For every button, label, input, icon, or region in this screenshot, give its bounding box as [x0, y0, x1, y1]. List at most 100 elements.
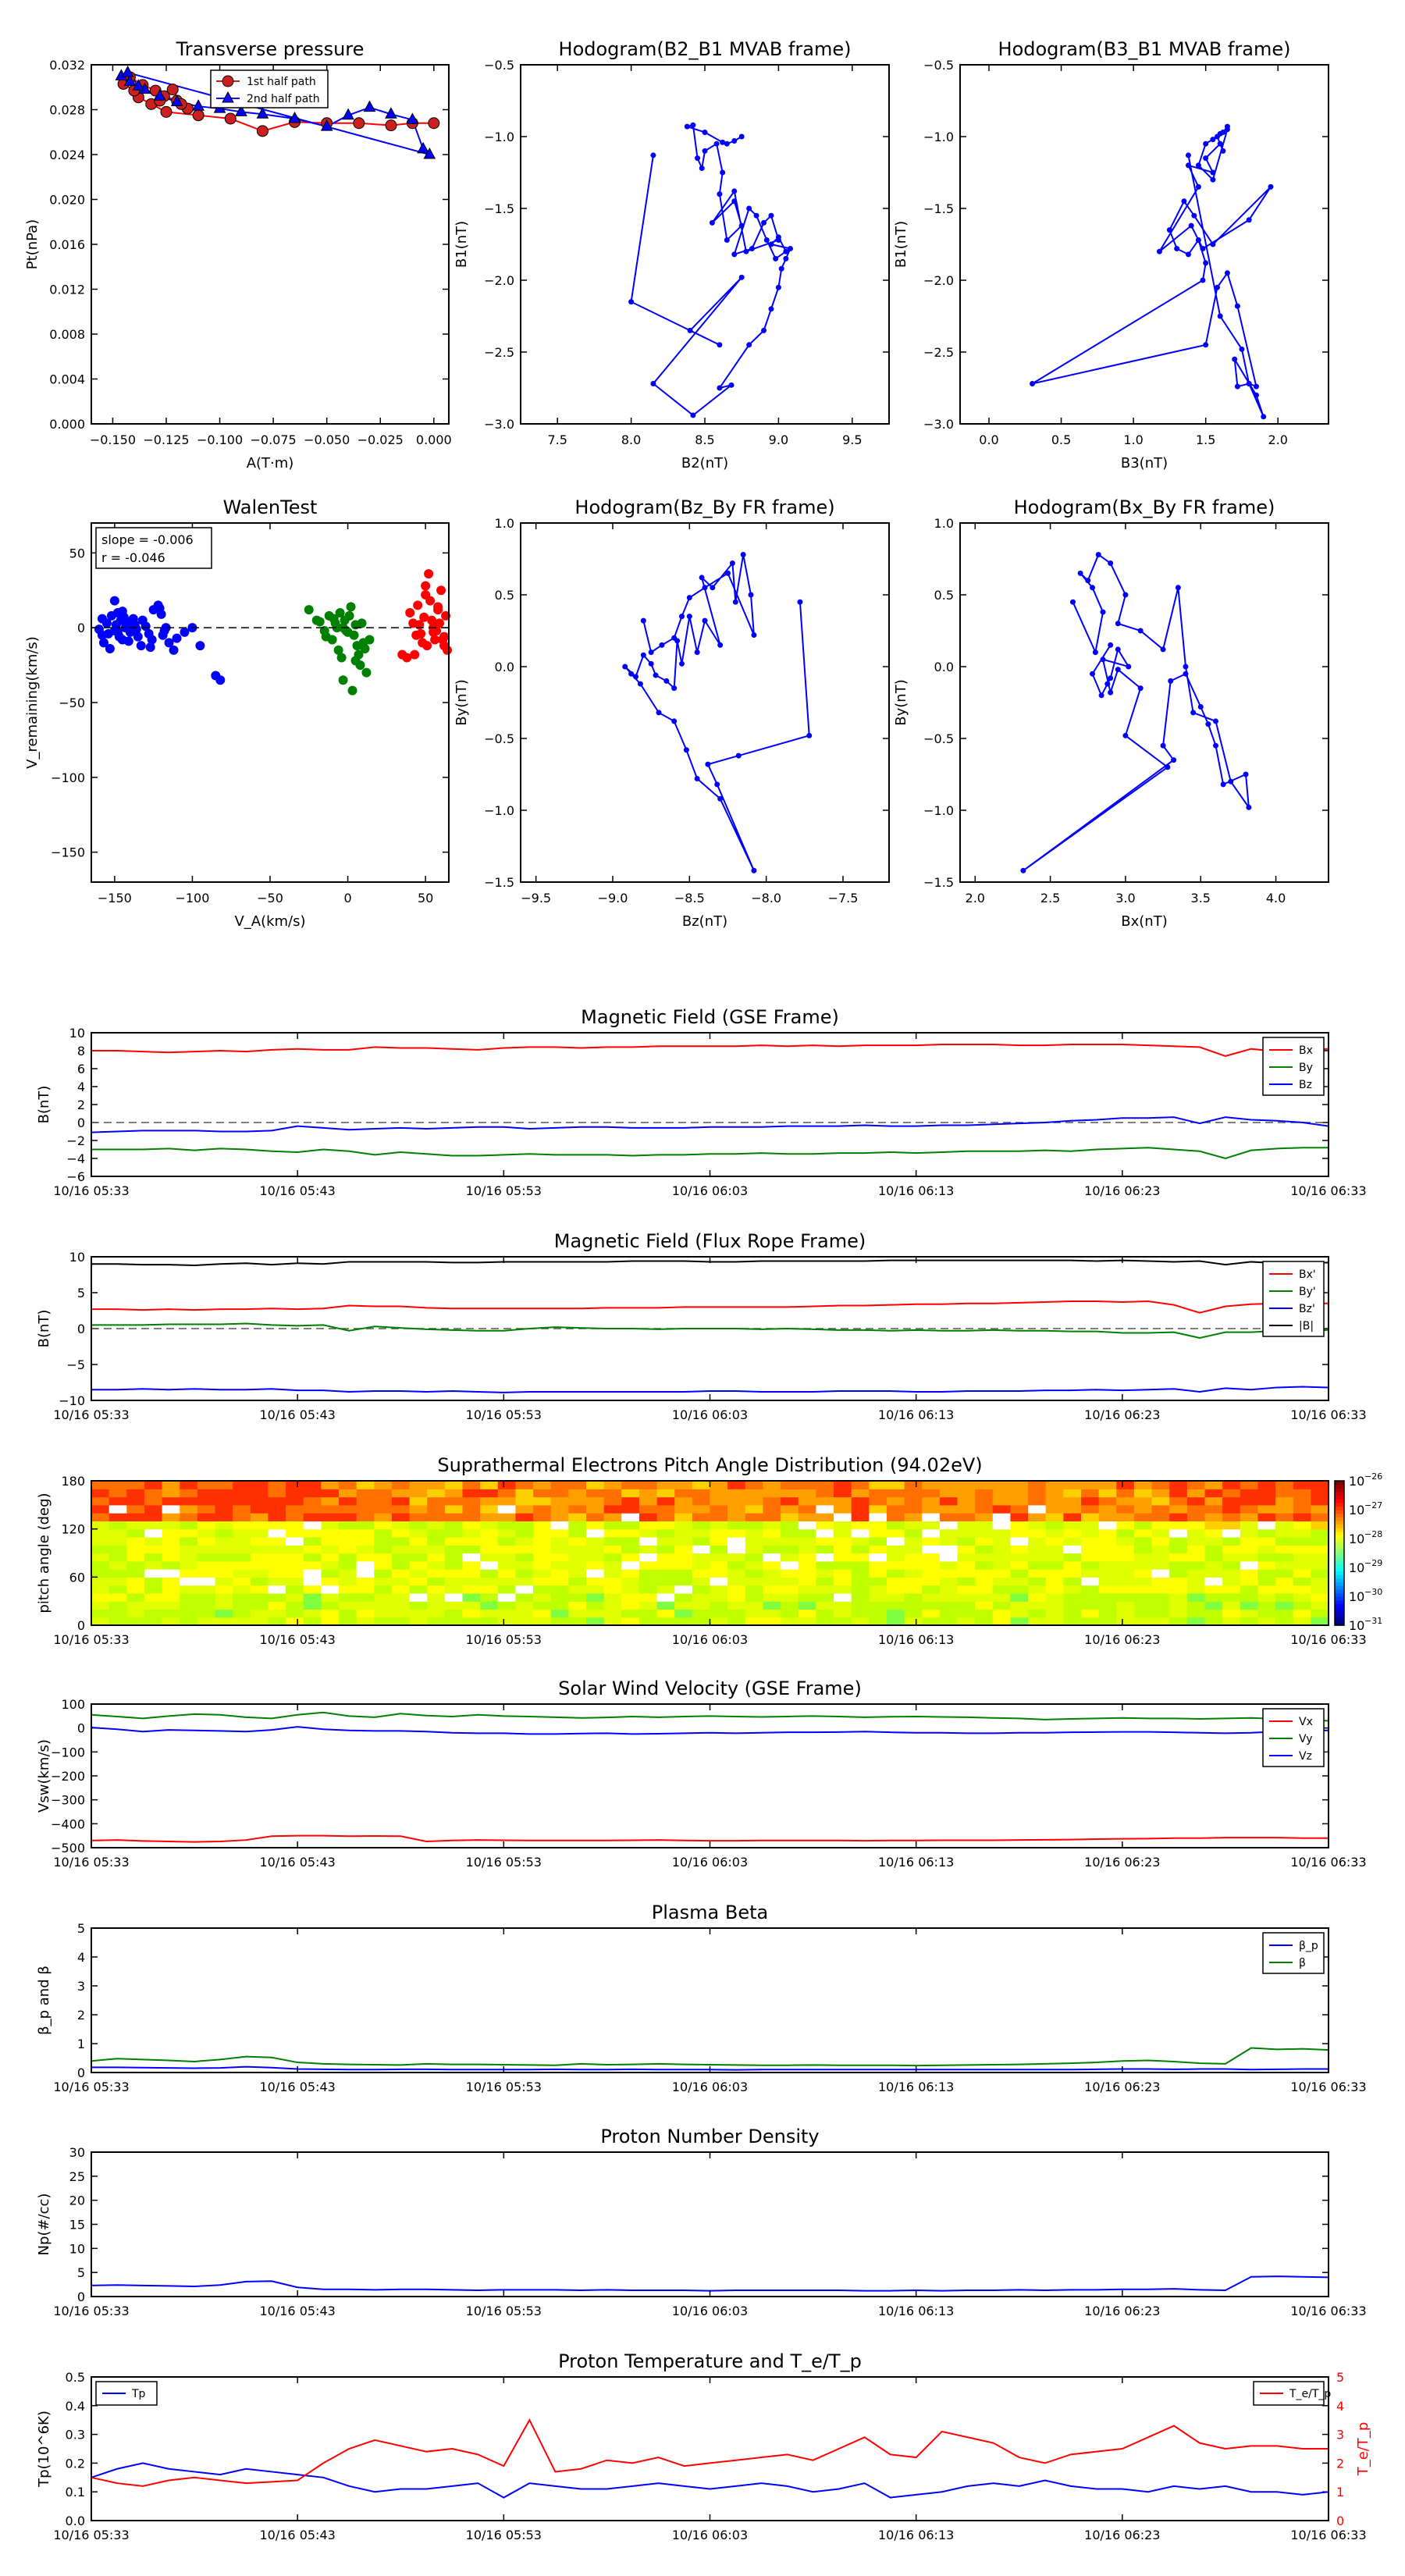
heatmap-cell: [374, 1601, 393, 1610]
data-point: [761, 219, 767, 226]
heatmap-cell: [922, 1577, 941, 1586]
heatmap-cell: [1204, 1560, 1223, 1570]
heatmap-cell: [869, 1601, 887, 1610]
heatmap-cell: [108, 1569, 127, 1578]
heatmap-cell: [1257, 1521, 1276, 1530]
heatmap-cell: [939, 1545, 959, 1554]
heatmap-cell: [1222, 1496, 1241, 1506]
data-point: [1137, 628, 1144, 634]
heatmap-cell: [409, 1528, 428, 1538]
heatmap-cell: [1063, 1528, 1082, 1538]
heatmap-cell: [374, 1528, 393, 1538]
data-point: [402, 653, 412, 663]
heatmap-cell: [409, 1601, 428, 1610]
heatmap-cell: [533, 1536, 552, 1546]
data-point: [650, 380, 656, 386]
heatmap-cell: [1169, 1504, 1188, 1514]
heatmap-cell: [144, 1609, 163, 1618]
x-tick-label: 3.5: [1191, 891, 1211, 906]
plot-frame: [91, 64, 450, 425]
heatmap-cell: [904, 1585, 923, 1594]
heatmap-cell: [91, 1481, 110, 1489]
heatmap-cell: [745, 1585, 764, 1594]
legend-label: Bx: [1299, 1044, 1313, 1057]
data-point: [105, 644, 115, 653]
heatmap-cell: [180, 1504, 198, 1514]
heatmap-cell: [727, 1601, 746, 1610]
data-point: [1166, 227, 1172, 233]
heatmap-cell: [586, 1489, 605, 1498]
heatmap-cell: [816, 1528, 834, 1538]
y-axis-label: Pt(nPa): [24, 219, 41, 269]
heatmap-cell: [409, 1577, 428, 1586]
heatmap-cell: [303, 1577, 322, 1586]
heatmap-cell: [939, 1513, 959, 1521]
heatmap-cell: [197, 1504, 216, 1514]
data-point: [332, 623, 342, 633]
heatmap-cell: [1169, 1601, 1188, 1610]
heatmap-cell: [533, 1617, 552, 1626]
time-tick-label: 10/16 06:13: [878, 2528, 954, 2542]
heatmap-cell: [1045, 1569, 1064, 1578]
heatmap-cell: [763, 1521, 781, 1530]
heatmap-cell: [250, 1496, 269, 1506]
heatmap-cell: [763, 1504, 781, 1514]
heatmap-cell: [710, 1528, 728, 1538]
heatmap-cell: [215, 1569, 233, 1578]
data-point: [648, 649, 654, 656]
heatmap-cell: [674, 1545, 693, 1554]
heatmap-cell: [550, 1569, 569, 1578]
time-tick-label: 10/16 06:23: [1084, 2080, 1160, 2094]
data-point: [695, 155, 701, 162]
y-tick-label: −100: [51, 1745, 85, 1759]
heatmap-cell: [939, 1504, 959, 1514]
legend-label: β_p: [1299, 1940, 1318, 1952]
heatmap-cell: [939, 1577, 959, 1586]
heatmap-cell: [1293, 1496, 1311, 1506]
heatmap-cell: [851, 1545, 870, 1554]
x-axis-label: A(T·m): [247, 455, 294, 471]
heatmap-cell: [1204, 1481, 1223, 1489]
x-tick-label: −9.5: [521, 891, 551, 906]
heatmap-cell: [462, 1569, 481, 1578]
heatmap-cell: [162, 1560, 180, 1570]
colorbar-tick-label: 10: [1349, 1589, 1364, 1604]
heatmap-cell: [975, 1577, 994, 1586]
legend-label: T_e/T_p: [1289, 2388, 1331, 2400]
heatmap-cell: [674, 1569, 693, 1578]
heatmap-cell: [851, 1521, 870, 1530]
x-axis-label: Bz(nT): [682, 913, 727, 930]
data-point: [1210, 137, 1216, 143]
plot-frame: [91, 2376, 1329, 2521]
heatmap-cell: [939, 1601, 959, 1610]
heatmap-cell: [268, 1585, 286, 1594]
heatmap-cell: [444, 1513, 464, 1521]
heatmap-cell: [162, 1545, 180, 1554]
heatmap-cell: [904, 1545, 923, 1554]
heatmap-cell: [515, 1496, 534, 1506]
heatmap-cell: [497, 1528, 517, 1538]
heatmap-cell: [975, 1609, 994, 1618]
heatmap-cell: [233, 1609, 251, 1618]
heatmap-cell: [444, 1592, 464, 1602]
data-point: [717, 191, 723, 197]
heatmap-cell: [480, 1481, 499, 1489]
heatmap-cell: [233, 1513, 251, 1521]
series-line-Bz: [91, 1116, 1329, 1133]
data-point: [1213, 742, 1219, 749]
data-point: [1156, 248, 1162, 254]
heatmap-cell: [834, 1585, 852, 1594]
heatmap-cell: [1116, 1513, 1135, 1521]
data-point: [335, 608, 345, 617]
heatmap-cell: [816, 1585, 834, 1594]
data-point: [421, 581, 431, 591]
heatmap-cell: [1098, 1528, 1117, 1538]
heatmap-cell: [1257, 1504, 1276, 1514]
data-point: [710, 585, 716, 591]
time-tick-label: 10/16 05:33: [53, 2304, 129, 2318]
heatmap-cell: [904, 1521, 923, 1530]
heatmap-cell: [1275, 1489, 1294, 1498]
y-axis-label: Np(#/cc): [36, 2194, 52, 2256]
time-tick-label: 10/16 05:33: [53, 1407, 129, 1422]
